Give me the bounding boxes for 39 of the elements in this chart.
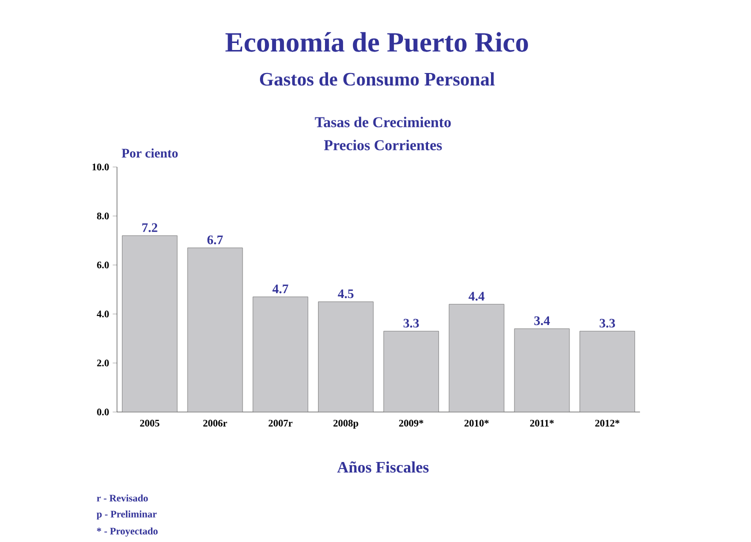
y-tick-label: 8.0 [97,212,109,220]
text: * - Proyectado [96,527,158,537]
data-label: 3.3 [600,318,615,328]
data-label: 3.3 [404,318,419,328]
bar [252,296,308,412]
text: Precios Corrientes [324,140,442,150]
data-label: 7.2 [142,223,158,232]
x-axis-title: Años Fiscales [337,461,429,473]
data-label: 4.4 [468,292,484,301]
y-tick-label: 0.0 [97,408,109,416]
y-tick-label: 10.0 [92,164,109,170]
y-axis-title: Por ciento [122,148,178,158]
text: p - Preliminar [96,510,157,520]
x-tick-label: 2007r [268,420,292,427]
x-tick-label: 2011* [530,420,554,427]
data-label: 6.7 [207,236,223,244]
data-label: 4.7 [272,284,288,294]
data-label: 4.5 [338,289,354,298]
chart-title: Economía de Puerto Rico [225,32,528,52]
bar [383,330,439,412]
x-tick-label: 2005 [140,420,160,427]
bar [448,304,504,412]
bar [580,330,636,412]
y-tick-label: 2.0 [97,360,109,366]
chart-subtitle: Gastos de Consumo Personal [260,72,495,86]
text: r - Revisado [96,494,148,502]
x-tick-label: 2010* [464,420,489,427]
x-tick-label: 2012* [595,420,620,427]
x-tick-label: 2008p [333,420,358,429]
bar [514,328,570,412]
data-label: 3.4 [534,316,550,326]
bar [318,302,374,412]
x-tick-label: 2009* [399,420,424,427]
bar [187,248,243,412]
y-tick-label: 4.0 [96,310,109,318]
x-tick-label: 2006r [203,420,228,427]
text: Tasas de Crecimiento [314,116,451,128]
bar [122,235,178,412]
y-tick-label: 6.0 [97,262,109,268]
